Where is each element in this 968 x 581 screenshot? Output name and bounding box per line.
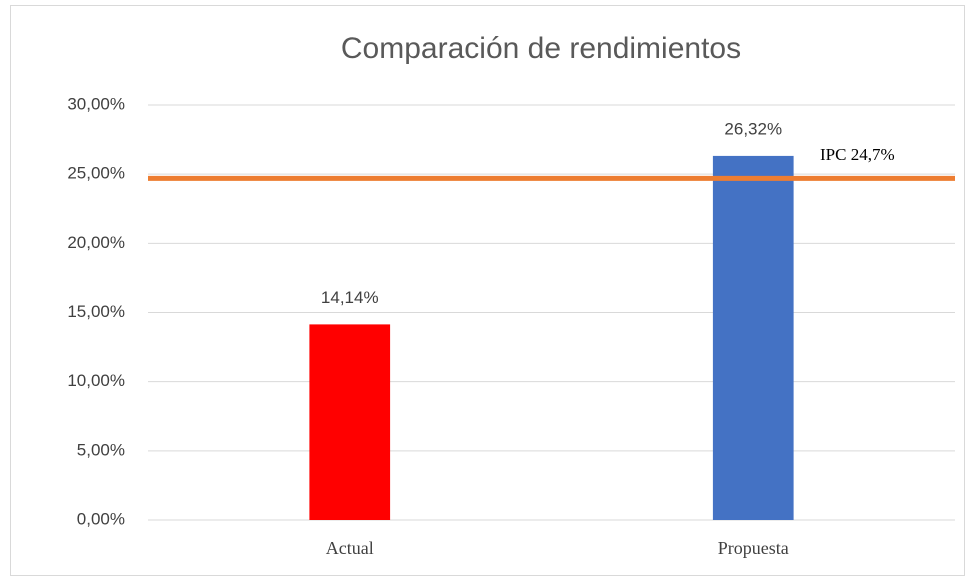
x-tick-label: Propuesta <box>718 538 789 558</box>
data-label: 14,14% <box>321 288 379 307</box>
chart-title: Comparación de rendimientos <box>341 32 741 65</box>
chart-border <box>10 5 965 576</box>
y-tick-label: 5,00% <box>77 440 125 459</box>
reference-label: IPC 24,7% <box>820 145 895 164</box>
y-tick-label: 15,00% <box>67 302 125 321</box>
data-label: 26,32% <box>724 119 782 138</box>
x-tick-label: Actual <box>326 538 374 558</box>
y-tick-label: 25,00% <box>67 164 125 183</box>
y-tick-label: 30,00% <box>67 94 125 113</box>
bar <box>712 155 794 520</box>
bar <box>309 324 391 520</box>
y-tick-label: 0,00% <box>77 509 125 528</box>
y-tick-label: 10,00% <box>67 371 125 390</box>
y-tick-label: 20,00% <box>67 233 125 252</box>
